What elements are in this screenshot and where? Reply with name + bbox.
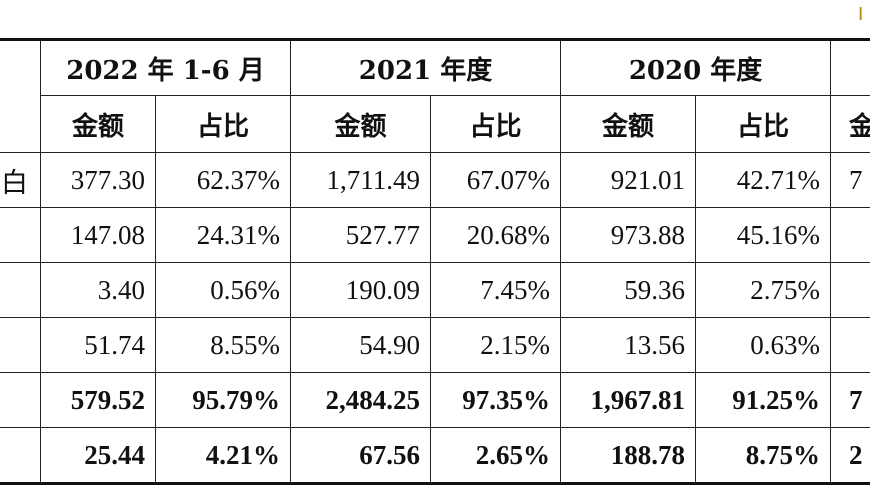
cut-cell	[830, 207, 870, 263]
row-label-header	[0, 38, 41, 153]
amount-cell: 2,484.25	[290, 372, 431, 428]
ratio-cell: 95.79%	[155, 372, 291, 428]
period-header-cut	[830, 38, 870, 96]
ratio-cell: 4.21%	[155, 427, 291, 485]
sub-header-row: 金额 占比 金额 占比 金额 占比 金	[0, 95, 870, 153]
ratio-cell: 2.15%	[429, 317, 562, 373]
sub-header-ratio: 占比	[155, 95, 291, 153]
table-row: 147.08 24.31% 527.77 20.68% 973.88 45.16%	[0, 207, 870, 263]
sub-header-amount: 金额	[40, 95, 156, 153]
amount-cell: 1,967.81	[560, 372, 697, 428]
amount-cell: 921.01	[560, 152, 697, 208]
cut-cell	[830, 317, 870, 373]
amount-cell: 188.78	[560, 427, 697, 485]
ratio-cell: 97.35%	[429, 372, 562, 428]
row-label	[0, 427, 41, 485]
row-label: 白	[0, 152, 41, 208]
amount-cell: 147.08	[40, 207, 156, 263]
period-header-2020: 2020 年度	[560, 38, 832, 96]
sub-header-ratio: 占比	[695, 95, 832, 153]
ratio-cell: 24.31%	[155, 207, 291, 263]
row-label	[0, 262, 41, 318]
amount-cell: 59.36	[560, 262, 697, 318]
amount-cell: 67.56	[290, 427, 431, 485]
table-row: 51.74 8.55% 54.90 2.15% 13.56 0.63%	[0, 317, 870, 373]
table-row: 3.40 0.56% 190.09 7.45% 59.36 2.75%	[0, 262, 870, 318]
amount-cell: 51.74	[40, 317, 156, 373]
amount-cell: 1,711.49	[290, 152, 431, 208]
amount-cell: 54.90	[290, 317, 431, 373]
table-row: 白 377.30 62.37% 1,711.49 67.07% 921.01 42.71% 7	[0, 152, 870, 208]
ratio-cell: 62.37%	[155, 152, 291, 208]
ratio-cell: 91.25%	[695, 372, 832, 428]
sub-header-cut: 金	[830, 95, 870, 153]
amount-cell: 25.44	[40, 427, 156, 485]
period-header-2021: 2021 年度	[289, 38, 562, 96]
row-label	[0, 372, 41, 428]
page-corner-mark: I	[858, 4, 864, 25]
ratio-cell: 2.65%	[429, 427, 562, 485]
row-label	[0, 207, 41, 263]
amount-cell: 190.09	[290, 262, 431, 318]
ratio-cell: 67.07%	[429, 152, 562, 208]
ratio-cell: 8.55%	[155, 317, 291, 373]
sub-header-amount: 金额	[560, 95, 697, 153]
amount-cell: 527.77	[290, 207, 431, 263]
sub-header-ratio: 占比	[429, 95, 562, 153]
row-label	[0, 317, 41, 373]
table-row: 579.52 95.79% 2,484.25 97.35% 1,967.81 91.25%…	[0, 372, 870, 428]
ratio-cell: 20.68%	[429, 207, 562, 263]
amount-cell: 13.56	[560, 317, 697, 373]
ratio-cell: 45.16%	[695, 207, 832, 263]
amount-cell: 3.40	[40, 262, 156, 318]
cut-cell: 7	[830, 372, 870, 428]
amount-cell: 377.30	[40, 152, 156, 208]
cut-cell: 7	[830, 152, 870, 208]
period-header-2022h1: 2022 年 1-6 月	[40, 38, 291, 96]
ratio-cell: 0.63%	[695, 317, 832, 373]
ratio-cell: 7.45%	[429, 262, 562, 318]
table-row: 25.44 4.21% 67.56 2.65% 188.78 8.75% 2	[0, 427, 870, 485]
cut-cell: 2	[830, 427, 870, 485]
sub-header-amount: 金额	[290, 95, 431, 153]
ratio-cell: 2.75%	[695, 262, 832, 318]
ratio-cell: 8.75%	[695, 427, 832, 485]
financial-table: 2022 年 1-6 月 2021 年度 2020 年度 金额 占比 金额 占比…	[0, 38, 870, 485]
ratio-cell: 0.56%	[155, 262, 291, 318]
period-header-row: 2022 年 1-6 月 2021 年度 2020 年度	[0, 38, 870, 153]
cut-cell	[830, 262, 870, 318]
amount-cell: 973.88	[560, 207, 697, 263]
table-body: 白 377.30 62.37% 1,711.49 67.07% 921.01 42.71% 7…	[0, 152, 870, 485]
amount-cell: 579.52	[40, 372, 156, 428]
ratio-cell: 42.71%	[695, 152, 832, 208]
